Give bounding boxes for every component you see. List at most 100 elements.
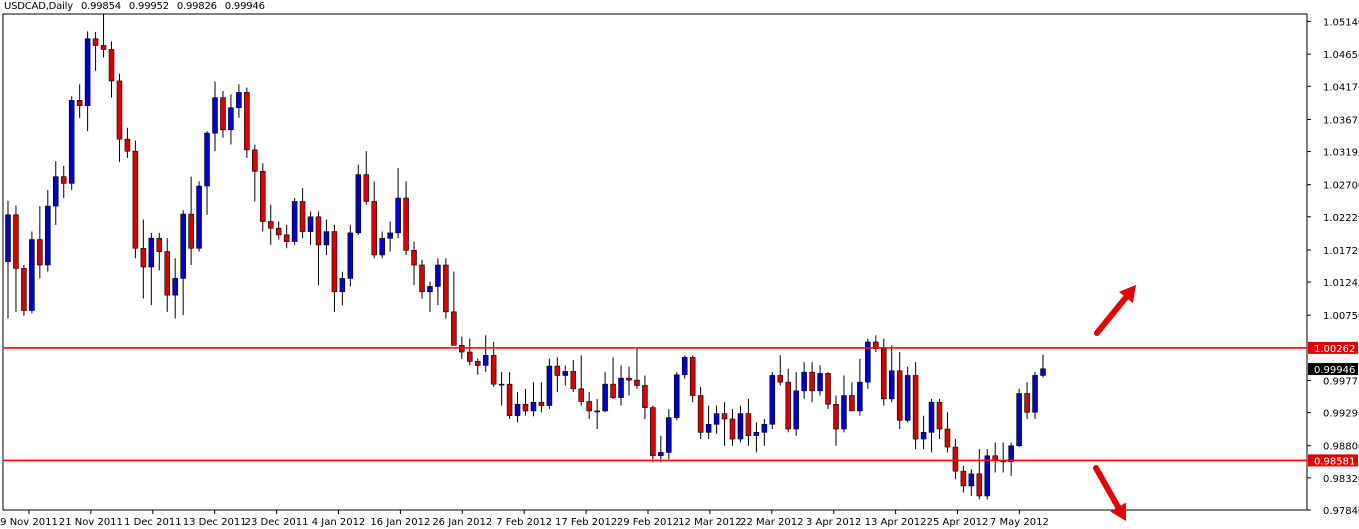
bear-candle-body xyxy=(100,45,107,50)
bear-candle-body xyxy=(37,239,43,266)
x-tick-label: 9 Nov 2011 xyxy=(0,517,58,528)
bear-candle-body xyxy=(419,264,425,293)
bull-candle-body xyxy=(968,473,975,487)
low-value: 0.99826 xyxy=(176,1,217,12)
bull-candle-body xyxy=(674,374,680,418)
chart-header: USDCAD,Daily 0.99854 0.99952 0.99826 0.9… xyxy=(4,1,270,12)
bear-candle-body xyxy=(976,473,983,497)
bear-candle-body xyxy=(634,379,640,386)
bull-candle-body xyxy=(753,432,760,437)
bear-candle-body xyxy=(697,395,704,433)
bull-candle-body xyxy=(666,417,672,453)
bear-candle-body xyxy=(283,234,290,242)
x-tick-label: 16 Jan 2012 xyxy=(370,517,430,528)
bull-candle-body xyxy=(212,97,218,134)
bull-candle-body xyxy=(602,383,608,412)
bull-candle-body xyxy=(562,371,569,376)
up-arrow xyxy=(1094,294,1129,336)
bull-candle-body xyxy=(984,455,991,497)
bull-candle-body xyxy=(1016,393,1022,447)
y-tick-label: 1.03675 xyxy=(1323,115,1359,126)
y-tick-label: 1.01725 xyxy=(1323,246,1359,257)
bull-candle-body xyxy=(888,370,895,400)
bear-candle-body xyxy=(833,403,839,430)
bear-candle-body xyxy=(538,401,545,406)
bull-candle-body xyxy=(482,355,489,366)
y-tick-label: 1.04170 xyxy=(1323,82,1359,93)
down-arrow xyxy=(1093,465,1122,511)
plot-frame xyxy=(2,13,1308,511)
bull-candle-body xyxy=(904,375,911,421)
bull-candle-body xyxy=(594,410,600,413)
x-tick-label: 13 Apr 2012 xyxy=(865,517,927,528)
bull-candle-body xyxy=(865,341,871,383)
bear-candle-body xyxy=(331,231,338,293)
bear-candle-body xyxy=(809,371,815,392)
bear-candle-body xyxy=(522,403,529,412)
bear-candle-body xyxy=(260,171,266,222)
bear-candle-body xyxy=(1024,393,1030,413)
open-value: 0.99854 xyxy=(80,1,121,12)
y-tick-label: 0.99775 xyxy=(1323,376,1359,387)
bull-candle-body xyxy=(387,232,393,239)
bull-candle-body xyxy=(53,176,59,207)
bear-candle-body xyxy=(881,348,887,400)
bull-candle-body xyxy=(801,371,807,392)
bear-candle-body xyxy=(267,221,274,229)
bear-candle-body xyxy=(626,377,632,381)
bear-candle-body xyxy=(642,385,648,408)
up-arrow-head xyxy=(1118,285,1136,304)
bear-candle-body xyxy=(873,341,879,349)
bear-candle-body xyxy=(188,213,194,249)
y-tick-label: 1.01245 xyxy=(1323,278,1359,289)
x-tick-label: 4 Jan 2012 xyxy=(312,517,366,528)
level-price-tag xyxy=(1308,454,1358,467)
bear-candle-body xyxy=(896,370,903,421)
bull-candle-body xyxy=(355,174,362,234)
level-price-label: 1.00262 xyxy=(1314,344,1355,355)
current-price-tag xyxy=(1308,363,1358,376)
bull-candle-body xyxy=(1040,368,1046,376)
bear-candle-body xyxy=(220,97,226,131)
level-price-tag xyxy=(1308,341,1358,354)
bull-candle-body xyxy=(857,381,863,412)
bear-candle-body xyxy=(21,268,27,311)
bull-candle-body xyxy=(737,413,744,440)
bull-candle-body xyxy=(29,239,35,311)
bear-candle-body xyxy=(467,351,473,362)
bear-candle-body xyxy=(132,150,139,249)
bull-candle-body xyxy=(379,237,385,256)
bull-candle-body xyxy=(920,432,927,440)
x-tick-label: 29 Feb 2012 xyxy=(617,517,679,528)
level-price-label: 0.98581 xyxy=(1314,456,1355,467)
bull-candle-body xyxy=(339,278,346,293)
x-tick-label: 1 Dec 2011 xyxy=(124,517,182,528)
current-price-label: 0.99946 xyxy=(1314,365,1355,376)
bull-candle-body xyxy=(681,357,688,376)
bull-candle-body xyxy=(5,214,11,262)
bull-candle-body xyxy=(427,286,433,293)
bull-candle-body xyxy=(546,365,553,406)
bull-candle-body xyxy=(307,216,314,232)
bull-candle-body xyxy=(196,185,202,249)
bear-candle-body xyxy=(849,395,855,412)
bull-candle-body xyxy=(291,201,298,242)
bear-candle-body xyxy=(570,371,577,390)
bear-candle-body xyxy=(650,407,656,457)
bull-candle-body xyxy=(395,197,401,234)
bull-candle-body xyxy=(793,390,799,430)
y-tick-label: 0.97840 xyxy=(1323,506,1359,517)
bear-candle-body xyxy=(777,375,784,383)
bull-candle-body xyxy=(618,377,624,398)
x-tick-label: 25 Apr 2012 xyxy=(927,517,989,528)
x-tick-label: 23 Dec 2011 xyxy=(245,517,309,528)
bear-candle-body xyxy=(244,92,250,151)
bull-candle-body xyxy=(713,413,720,425)
bear-candle-body xyxy=(60,176,67,184)
bear-candle-body xyxy=(371,201,377,256)
bear-candle-body xyxy=(578,388,584,402)
x-tick-label: 7 Feb 2012 xyxy=(496,517,552,528)
bull-candle-body xyxy=(180,213,186,279)
